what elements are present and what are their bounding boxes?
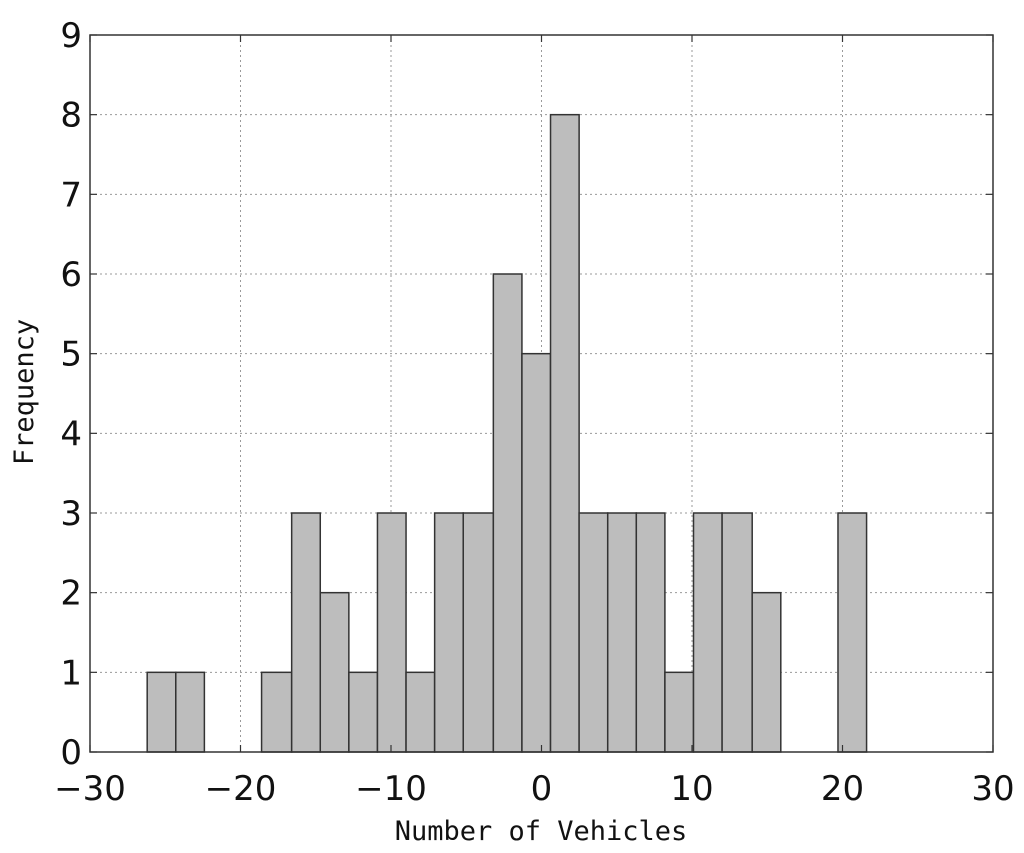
y-tick-label: 3 [60, 494, 82, 534]
x-axis-label: Number of Vehicles [395, 816, 688, 847]
histogram-bar-12 [492, 273, 523, 753]
y-tick-label: 5 [60, 335, 82, 375]
histogram-bars [146, 113, 868, 753]
histogram-bar-5 [290, 512, 322, 753]
y-tick-label: 0 [60, 733, 82, 773]
histogram-bar-11 [462, 512, 495, 753]
x-tick-label: 20 [821, 769, 864, 809]
histogram-bar-10 [433, 512, 464, 753]
histogram-bar-4 [260, 671, 293, 753]
histogram-bar-19 [692, 512, 723, 753]
x-tick-label: −30 [54, 769, 126, 809]
histogram-bar-17 [635, 512, 666, 753]
y-tick-label: 1 [60, 653, 82, 693]
histogram-bar-0 [146, 671, 177, 753]
histogram-bar-14 [549, 113, 580, 753]
y-tick-label: 7 [60, 175, 82, 215]
y-axis-label: Frequency [9, 319, 40, 465]
histogram-bar-6 [319, 591, 350, 753]
x-tick-label: 10 [670, 769, 713, 809]
x-tick-label: −20 [205, 769, 277, 809]
y-tick-label: 4 [60, 414, 82, 454]
histogram-bar-20 [721, 512, 753, 753]
x-tick-label: −10 [355, 769, 427, 809]
histogram-bar-1 [175, 671, 206, 753]
y-tick-label: 8 [60, 96, 82, 136]
histogram-bar-15 [578, 512, 609, 753]
y-tick-label: 2 [60, 574, 82, 614]
histogram-bar-21 [751, 591, 782, 753]
histogram-bar-7 [348, 671, 379, 753]
histogram-bar-8 [376, 512, 407, 753]
histogram-bar-16 [606, 512, 638, 753]
y-tick-label: 6 [60, 255, 82, 295]
axis-ticks: −30 −20 −10 0 10 20 30 0 1 2 3 4 5 6 7 8 9 [54, 16, 1015, 809]
histogram-bar-13 [521, 352, 552, 753]
histogram-bar-24 [837, 512, 868, 753]
x-tick-label: 0 [531, 769, 553, 809]
histogram-bar-9 [405, 671, 436, 753]
y-tick-label: 9 [60, 16, 82, 56]
x-tick-label: 30 [971, 769, 1014, 809]
histogram-bar-18 [664, 671, 695, 753]
